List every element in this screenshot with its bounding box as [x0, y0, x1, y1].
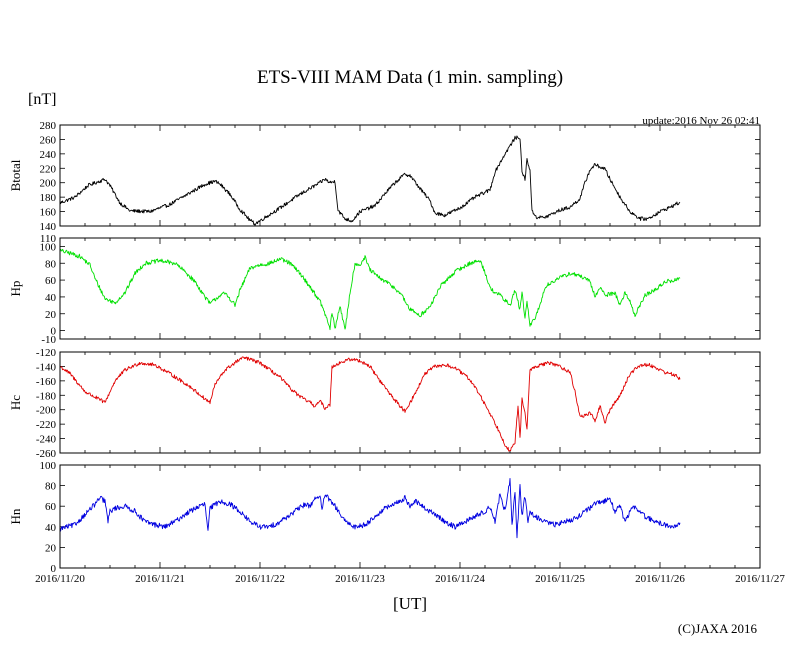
chart-title: ETS-VIII MAM Data (1 min. sampling) — [257, 67, 563, 88]
y-tick-label: 80 — [45, 258, 57, 270]
series-line-hp — [59, 248, 681, 331]
y-axis-label-btotal: Btotal — [8, 159, 23, 191]
y-tick-label: 0 — [51, 563, 57, 575]
y-tick-label: 100 — [40, 241, 57, 253]
y-tick-label: 160 — [40, 207, 57, 219]
y-tick-label: -200 — [36, 405, 57, 417]
y-tick-label: 280 — [40, 120, 57, 132]
y-tick-label: 80 — [45, 481, 57, 493]
y-tick-label: -140 — [36, 361, 57, 373]
y-tick-label: 140 — [40, 221, 57, 233]
y-tick-label: 180 — [40, 192, 57, 204]
panel-frame — [59, 237, 761, 340]
update-timestamp: update:2016 Nov 26 02:41 — [642, 115, 760, 127]
x-tick-label: 2016/11/26 — [635, 573, 685, 585]
y-tick-label: 60 — [45, 275, 57, 287]
y-axis-label-hc: Hc — [8, 395, 23, 410]
series-line-btotal — [59, 135, 681, 226]
panels: 140160180200220240260280Btotal0204060801… — [8, 120, 761, 575]
panel-frame — [59, 124, 761, 227]
y-tick-label: -120 — [36, 347, 57, 359]
y-tick-label: 220 — [40, 163, 57, 175]
y-tick-label: 260 — [40, 134, 57, 146]
x-axis-label: [UT] — [393, 594, 427, 613]
series-line-hn — [59, 478, 681, 539]
y-tick-label: -160 — [36, 376, 57, 388]
x-tick-label: 2016/11/22 — [235, 573, 285, 585]
x-tick-labels: 2016/11/20 2016/11/21 2016/11/22 2016/11/23… — [35, 573, 785, 585]
panel-hc: -260 -240 -220 -200 -180 -160 -140 -120 Hc — [8, 347, 761, 460]
x-tick-label: 2016/11/24 — [435, 573, 485, 585]
y-tick-label: -10 — [41, 334, 56, 346]
panel-btotal: 140 160 180 200 220 240 260 280 Btotal — [8, 120, 761, 233]
y-tick-label: 200 — [40, 178, 57, 190]
y-tick-label: 40 — [45, 292, 57, 304]
credit-text: (C)JAXA 2016 — [678, 621, 758, 636]
series-line-hc — [59, 356, 681, 452]
x-tick-label: 2016/11/23 — [335, 573, 385, 585]
y-axis-label-hn: Hn — [8, 508, 23, 524]
panel-hn: 0 20 40 60 80 100 Hn — [8, 460, 761, 575]
unit-label: [nT] — [28, 91, 56, 108]
panel-frame — [59, 464, 761, 569]
y-tick-label: 240 — [40, 149, 57, 161]
y-tick-label: 60 — [45, 501, 57, 513]
y-tick-label: -220 — [36, 419, 57, 431]
x-tick-label: 2016/11/27 — [735, 573, 785, 585]
x-tick-label: 2016/11/21 — [135, 573, 185, 585]
x-tick-label: 2016/11/20 — [35, 573, 85, 585]
x-tick-label: 2016/11/25 — [535, 573, 585, 585]
panel-hp: 0 20 40 60 80 100 -10 110 Hp — [8, 233, 761, 346]
y-tick-label: 0 — [51, 326, 57, 338]
y-tick-label: 40 — [45, 522, 57, 534]
y-tick-label: 110 — [40, 233, 57, 245]
y-tick-label: -260 — [36, 448, 57, 460]
y-tick-label: 100 — [40, 460, 57, 472]
y-tick-label: -180 — [36, 390, 57, 402]
y-tick-label: -240 — [36, 434, 57, 446]
y-tick-label: 20 — [45, 542, 57, 554]
y-tick-label: 20 — [45, 309, 57, 321]
y-axis-label-hp: Hp — [8, 281, 23, 297]
panel-frame — [59, 351, 761, 454]
